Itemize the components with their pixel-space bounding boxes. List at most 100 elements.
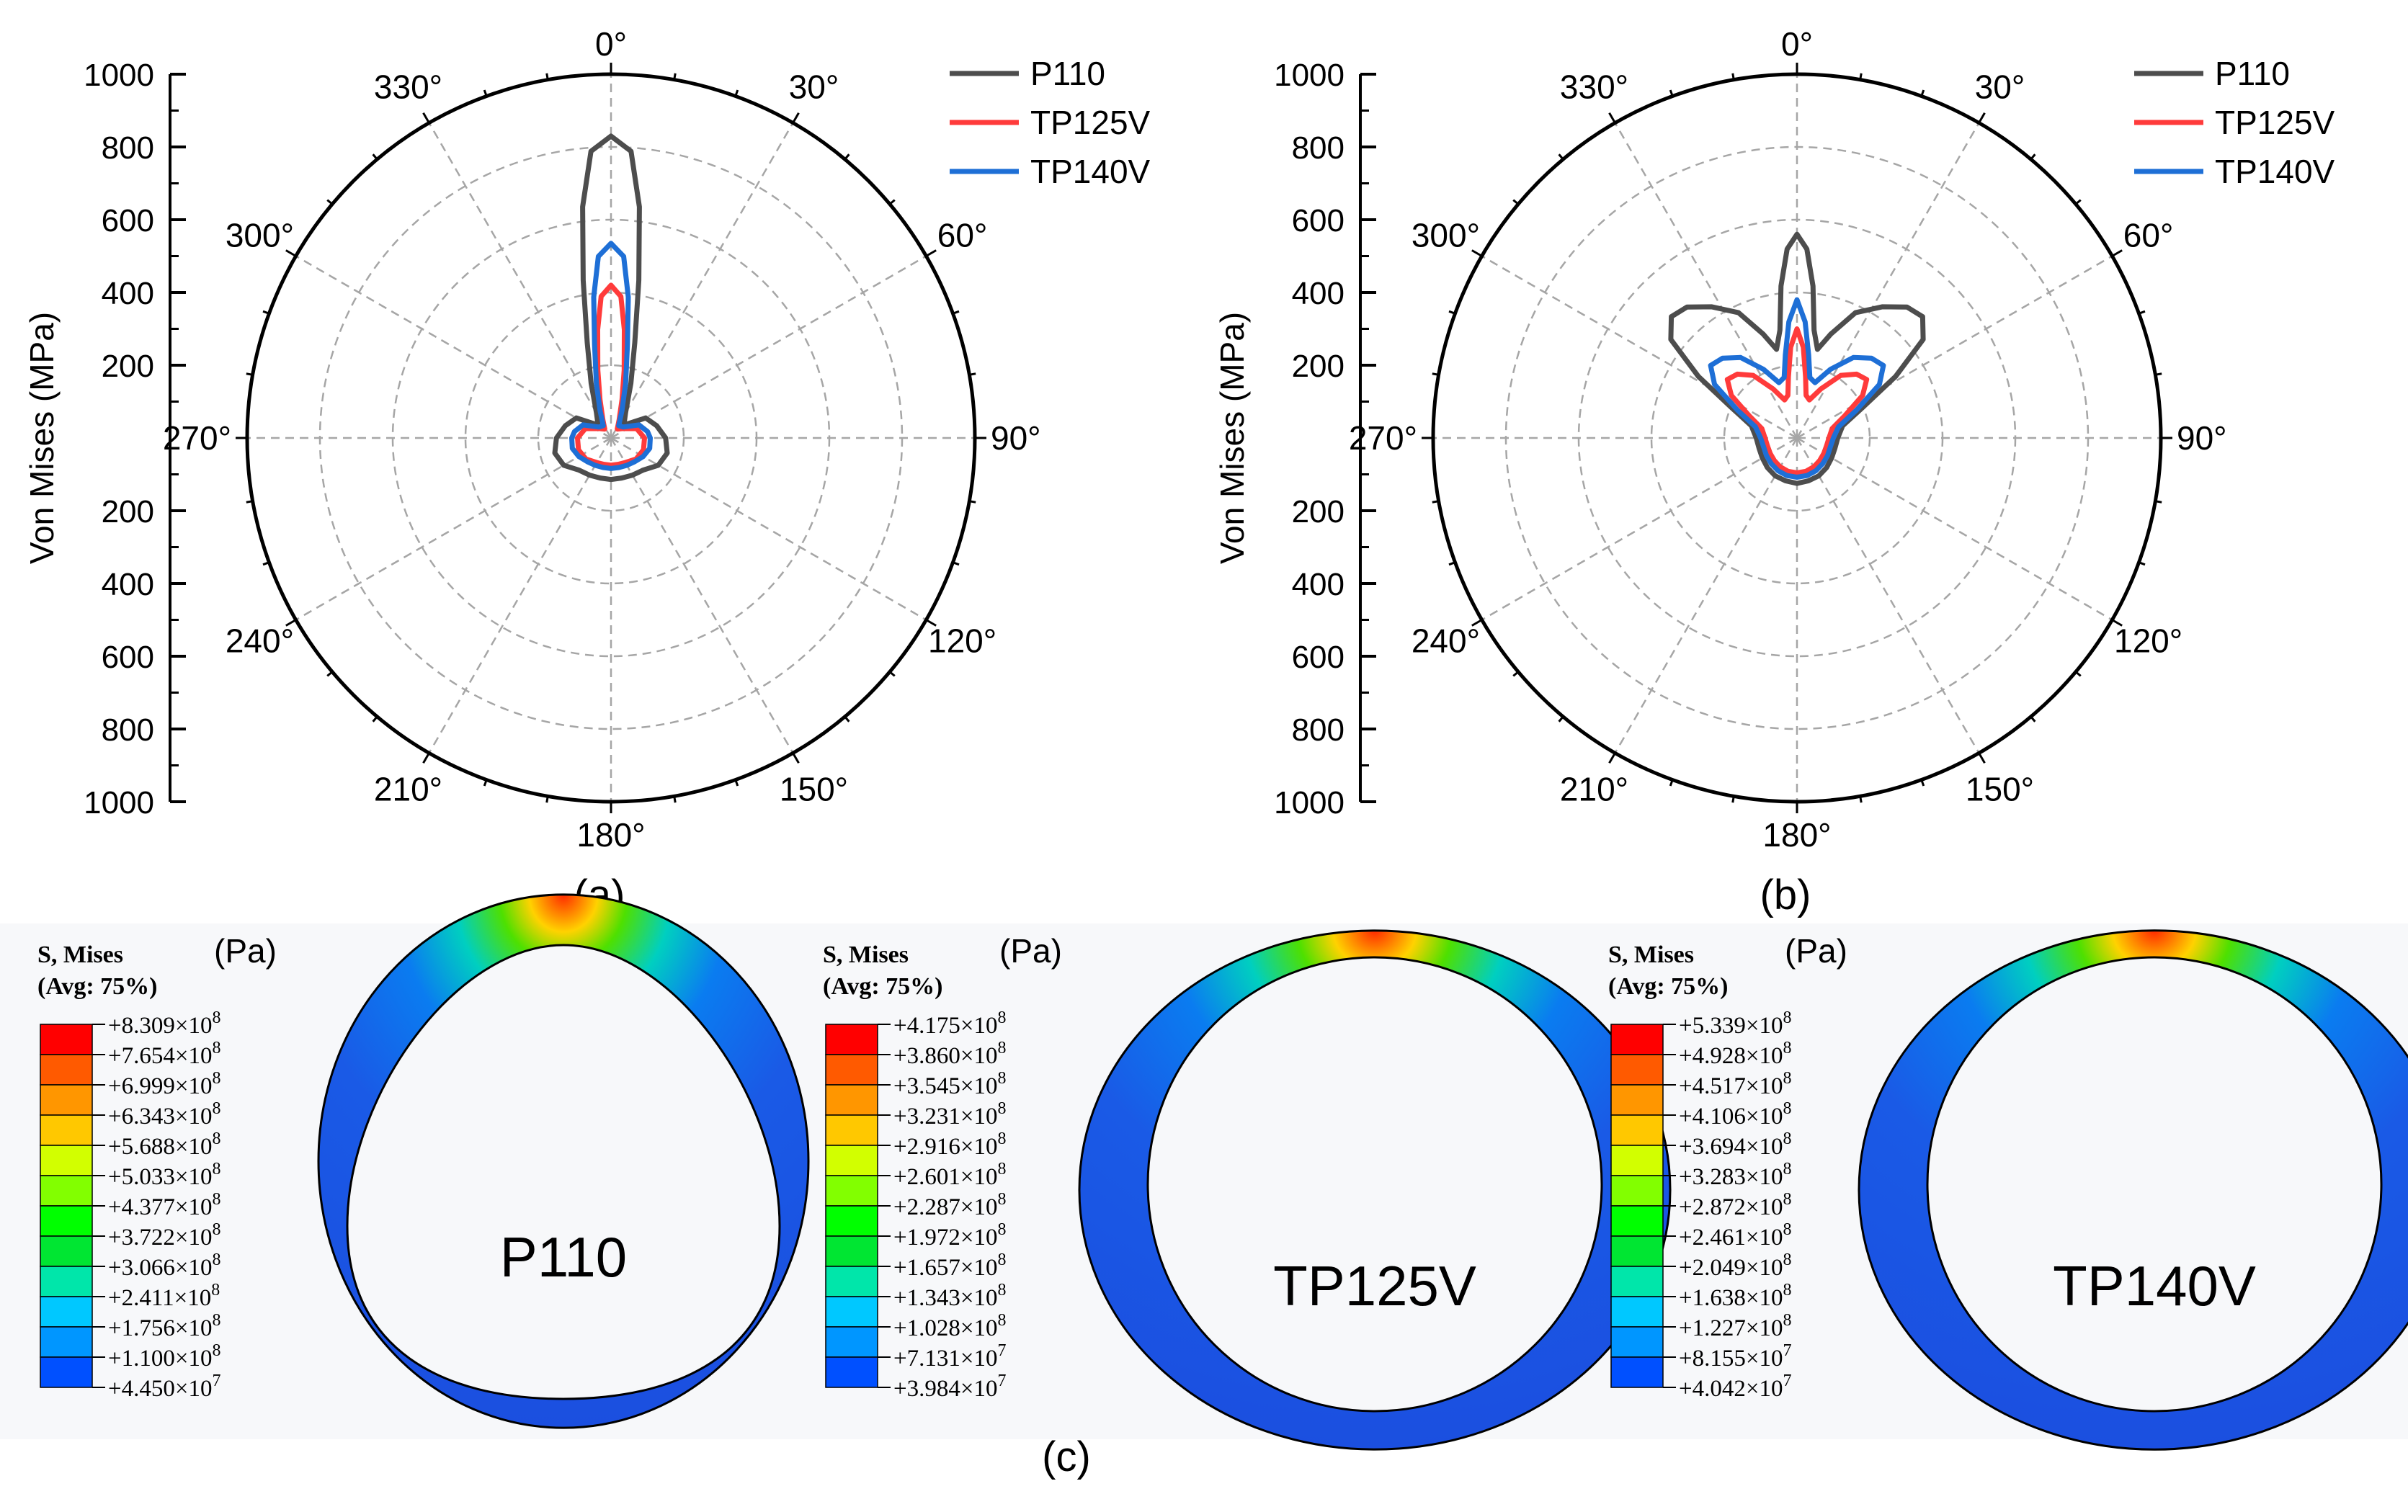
contour-level-mantissa: +5.033×10	[108, 1164, 212, 1190]
contour-level-label: +4.928×108	[1679, 1039, 1791, 1069]
contour-level-label: +1.028×108	[893, 1311, 1006, 1341]
contour-level-exponent: 8	[1783, 1251, 1791, 1269]
angle-tick-mark	[2111, 619, 2123, 627]
contour-level-label: +1.227×108	[1679, 1311, 1791, 1341]
angle-label-120: 120°	[928, 622, 996, 660]
contour-level-mantissa: +8.155×10	[1679, 1346, 1783, 1372]
angle-tick-mark	[2074, 671, 2082, 677]
angle-tick-mark	[545, 796, 549, 803]
angle-tick-mark	[888, 199, 896, 205]
contour-level-label: +3.231×108	[893, 1099, 1006, 1129]
contour-level-exponent: 8	[212, 1039, 220, 1057]
angle-tick-mark	[1558, 153, 1564, 161]
angle-tick-mark	[372, 715, 378, 723]
angle-tick-mark	[925, 619, 937, 627]
contour-level-label: +4.042×107	[1679, 1372, 1791, 1402]
contour-level-exponent: 8	[212, 1341, 220, 1360]
contour-level-label: +4.377×108	[108, 1190, 220, 1220]
grid-spoke-60	[1796, 255, 2113, 439]
y-axis-title: Von Mises (MPa)	[23, 312, 61, 564]
contour-level-exponent: 8	[212, 1099, 220, 1118]
contour-color-band	[1610, 1205, 1664, 1237]
angle-tick-mark	[734, 89, 739, 97]
contour-level-mantissa: +7.131×10	[893, 1346, 997, 1372]
radial-tick-label: 400	[1292, 276, 1345, 311]
angle-label-270: 270°	[163, 419, 231, 457]
contour-level-label: +2.049×108	[1679, 1251, 1791, 1281]
contour-color-band	[1610, 1356, 1664, 1388]
radial-tick-label: 1000	[84, 785, 154, 820]
angle-tick-mark	[844, 715, 850, 723]
contour-level-label: +8.309×108	[108, 1008, 220, 1039]
contour-level-mantissa: +6.999×10	[108, 1073, 212, 1099]
angle-tick-mark	[1920, 779, 1925, 787]
contour-ring-p110	[317, 893, 810, 1429]
contour-level-mantissa: +6.343×10	[108, 1104, 212, 1129]
angle-tick-mark	[792, 112, 800, 124]
angle-tick-mark	[1608, 752, 1616, 764]
radial-tick-label: 200	[1292, 349, 1345, 384]
contour-level-mantissa: +2.601×10	[893, 1164, 997, 1190]
radial-tick-label: 400	[102, 276, 154, 311]
grid-spoke-300	[295, 255, 612, 439]
angle-label-240: 240°	[1412, 622, 1480, 660]
angle-tick-mark	[673, 796, 677, 803]
contour-color-band	[40, 1326, 93, 1358]
series-line-p110	[552, 133, 670, 483]
contour-level-label: +2.461×108	[1679, 1220, 1791, 1251]
contour-level-exponent: 8	[212, 1311, 220, 1330]
contour-color-band	[825, 1235, 878, 1267]
contour-level-mantissa: +7.654×10	[108, 1043, 212, 1069]
contour-level-exponent: 8	[1783, 1190, 1791, 1209]
contour-level-label: +4.106×108	[1679, 1099, 1791, 1129]
contour-legend-avg: (Avg: 75%)	[37, 973, 158, 1000]
contour-level-mantissa: +1.756×10	[108, 1315, 212, 1341]
contour-level-exponent: 8	[997, 1190, 1006, 1209]
contour-level-label: +1.343×108	[893, 1281, 1006, 1311]
angle-tick-mark	[1669, 779, 1674, 787]
contour-level-mantissa: +2.872×10	[1679, 1194, 1783, 1220]
contour-color-band	[825, 1205, 878, 1237]
contour-level-mantissa: +2.411×10	[108, 1285, 211, 1311]
angle-tick-mark	[2030, 153, 2036, 161]
angle-label-240: 240°	[226, 622, 294, 660]
angle-label-60: 60°	[2123, 217, 2174, 254]
grid-spoke-240	[295, 437, 612, 621]
contour-level-label: +3.694×108	[1679, 1129, 1791, 1160]
radial-tick-label: 1000	[84, 58, 154, 93]
contour-level-label: +3.066×108	[108, 1251, 220, 1281]
contour-level-label: +6.999×108	[108, 1069, 220, 1099]
contour-level-label: +4.450×107	[108, 1372, 220, 1402]
radial-tick-label: 600	[102, 203, 154, 238]
contour-level-mantissa: +3.545×10	[893, 1073, 997, 1099]
contour-level-mantissa: +1.657×10	[893, 1255, 997, 1281]
contour-level-exponent: 8	[1783, 1220, 1791, 1239]
radial-tick-label: 200	[1292, 494, 1345, 529]
angle-label-90: 90°	[991, 419, 1041, 457]
legend-label-p110: P110	[1030, 55, 1105, 92]
contour-level-mantissa: +8.309×10	[108, 1013, 212, 1039]
angle-tick-mark	[1432, 500, 1439, 504]
angle-tick-mark	[422, 112, 430, 124]
legend-label-tp140v: TP140V	[1030, 153, 1151, 190]
angle-tick-mark	[953, 561, 960, 566]
contour-color-band	[825, 1114, 878, 1146]
contour-level-exponent: 7	[1783, 1372, 1791, 1390]
contour-color-band	[825, 1145, 878, 1176]
contour-level-exponent: 8	[1783, 1129, 1791, 1148]
contour-unit-label: (Pa)	[1785, 932, 1847, 970]
contour-ring-tp125v	[1078, 929, 1672, 1451]
contour-level-exponent: 8	[997, 1281, 1006, 1299]
radial-tick-label: 200	[102, 349, 154, 384]
contour-level-label: +4.517×108	[1679, 1069, 1791, 1099]
angle-tick-mark	[246, 372, 253, 376]
grid-spoke-120	[610, 437, 927, 621]
contour-color-band	[1610, 1296, 1664, 1328]
contour-level-label: +1.100×108	[108, 1341, 220, 1372]
contour-level-mantissa: +4.517×10	[1679, 1073, 1783, 1099]
grid-spoke-300	[1481, 255, 1798, 439]
contour-ring-label: TP140V	[2053, 1254, 2256, 1318]
contour-level-mantissa: +4.377×10	[108, 1194, 212, 1220]
angle-label-150: 150°	[780, 771, 848, 808]
